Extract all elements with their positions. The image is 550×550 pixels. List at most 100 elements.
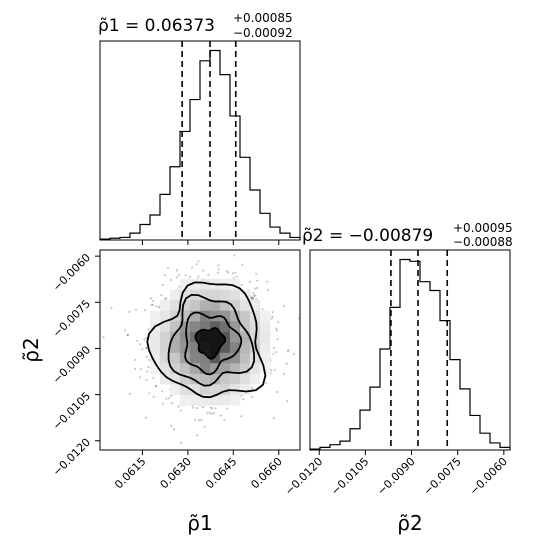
density-cell xyxy=(200,352,211,364)
density-cell xyxy=(169,310,181,322)
density-cell xyxy=(149,342,161,353)
sample-point xyxy=(146,370,149,373)
joint-xtick-label: 0.0660 xyxy=(248,455,284,491)
sample-point xyxy=(232,277,235,280)
density-cell xyxy=(169,299,181,311)
sample-point xyxy=(147,358,150,362)
joint-xtick-label: 0.0645 xyxy=(203,455,239,491)
sample-point xyxy=(292,353,296,356)
sample-point xyxy=(275,329,278,332)
rho1-title: ρ̃1 = 0.06373 xyxy=(98,16,215,36)
sample-point xyxy=(250,296,253,299)
joint-frame xyxy=(99,249,301,451)
rho2-hist-xtick-label: −0.0120 xyxy=(282,455,325,498)
density-cell xyxy=(190,363,201,374)
density-cell xyxy=(240,384,251,395)
x-axis-label-rho1: ρ̃1 xyxy=(187,511,212,535)
joint-ytick-label: −0.0120 xyxy=(50,436,93,479)
sample-point xyxy=(124,329,127,332)
density-cell xyxy=(169,352,181,364)
density-cell xyxy=(230,278,241,290)
sample-point xyxy=(285,362,288,365)
density-cell xyxy=(220,384,231,395)
sample-point xyxy=(168,397,171,400)
sample-point xyxy=(227,271,230,274)
sample-point xyxy=(110,306,113,309)
density-cell xyxy=(240,342,251,353)
density-cell xyxy=(149,331,161,343)
density-cell xyxy=(200,363,211,374)
sample-point xyxy=(282,372,285,375)
sample-point xyxy=(276,338,279,341)
density-cell xyxy=(179,342,191,353)
density-cell xyxy=(260,310,271,322)
density-cell xyxy=(210,384,221,395)
density-cell xyxy=(250,352,261,364)
sample-point xyxy=(231,272,234,275)
sample-point xyxy=(277,321,280,324)
sample-point xyxy=(172,428,176,431)
sample-point xyxy=(253,294,256,297)
sample-point xyxy=(209,406,212,409)
sample-point xyxy=(151,303,155,306)
sample-point xyxy=(216,271,219,274)
density-cell xyxy=(200,394,211,406)
rho2-histogram-panel: −0.0120 −0.0105 −0.0090 −0.0075 −0.0060 xyxy=(282,249,511,498)
sample-point xyxy=(179,409,182,412)
density-cell xyxy=(179,331,191,343)
density-cell xyxy=(159,342,171,353)
sample-point xyxy=(254,294,257,297)
sample-point xyxy=(252,292,255,295)
joint-ytick-label: −0.0090 xyxy=(50,343,93,386)
density-cell xyxy=(179,363,191,374)
sample-point xyxy=(250,386,253,389)
sample-point xyxy=(169,278,172,282)
sample-point xyxy=(211,407,214,410)
sample-point xyxy=(133,367,137,370)
sample-point xyxy=(164,297,167,300)
sample-point xyxy=(145,336,148,340)
density-cell xyxy=(220,352,231,364)
density-cell xyxy=(220,342,231,353)
density-cell xyxy=(200,299,211,311)
sample-point xyxy=(241,263,244,266)
rho2-hist-step-line xyxy=(309,258,511,450)
density-cell xyxy=(149,310,161,322)
sample-point xyxy=(191,266,194,269)
rho2-hist-frame xyxy=(309,249,511,451)
density-cell xyxy=(220,289,231,301)
rho1-hist-frame xyxy=(99,40,301,241)
sample-point xyxy=(155,305,158,308)
density-cell xyxy=(240,352,251,364)
density-cell xyxy=(220,299,231,311)
contour-line xyxy=(167,293,255,387)
density-cell xyxy=(210,289,221,301)
density-cell xyxy=(250,373,261,385)
sample-point xyxy=(286,400,289,403)
sample-point xyxy=(266,280,269,283)
sample-point xyxy=(163,274,166,277)
density-cell xyxy=(159,363,171,374)
sample-point xyxy=(240,283,243,287)
sample-point xyxy=(225,270,228,273)
density-cell xyxy=(169,342,181,353)
sample-point xyxy=(273,346,276,349)
density-cell xyxy=(230,299,241,311)
density-cell xyxy=(240,310,251,322)
sample-point xyxy=(265,382,268,385)
sample-point xyxy=(256,279,259,282)
sample-point xyxy=(178,285,181,288)
sample-point xyxy=(219,414,222,417)
sample-point xyxy=(194,418,197,421)
sample-point xyxy=(166,266,170,269)
sample-point xyxy=(126,333,130,336)
density-cell xyxy=(220,363,231,374)
density-cell xyxy=(149,363,161,374)
sample-point xyxy=(189,275,192,278)
density-cell xyxy=(230,289,241,301)
density-cell xyxy=(190,310,201,322)
density-cell xyxy=(250,299,261,311)
contour-line xyxy=(146,281,267,399)
joint-xtick-label: 0.0630 xyxy=(158,455,194,491)
sample-point xyxy=(179,441,182,444)
